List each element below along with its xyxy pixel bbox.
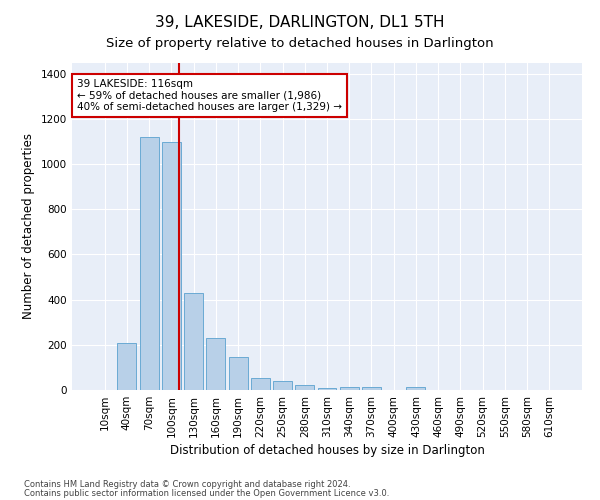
- Bar: [251, 378, 270, 390]
- Bar: [362, 386, 381, 390]
- Bar: [206, 338, 225, 390]
- Bar: [162, 142, 181, 390]
- Text: Contains HM Land Registry data © Crown copyright and database right 2024.: Contains HM Land Registry data © Crown c…: [24, 480, 350, 489]
- Text: Size of property relative to detached houses in Darlington: Size of property relative to detached ho…: [106, 38, 494, 51]
- Bar: [140, 137, 158, 390]
- Bar: [184, 293, 203, 390]
- Text: 39, LAKESIDE, DARLINGTON, DL1 5TH: 39, LAKESIDE, DARLINGTON, DL1 5TH: [155, 15, 445, 30]
- Text: Contains public sector information licensed under the Open Government Licence v3: Contains public sector information licen…: [24, 488, 389, 498]
- Bar: [406, 388, 425, 390]
- Bar: [295, 385, 314, 390]
- Bar: [118, 343, 136, 390]
- Bar: [340, 386, 359, 390]
- X-axis label: Distribution of detached houses by size in Darlington: Distribution of detached houses by size …: [170, 444, 484, 457]
- Y-axis label: Number of detached properties: Number of detached properties: [22, 133, 35, 320]
- Text: 39 LAKESIDE: 116sqm
← 59% of detached houses are smaller (1,986)
40% of semi-det: 39 LAKESIDE: 116sqm ← 59% of detached ho…: [77, 79, 342, 112]
- Bar: [317, 388, 337, 390]
- Bar: [229, 357, 248, 390]
- Bar: [273, 382, 292, 390]
